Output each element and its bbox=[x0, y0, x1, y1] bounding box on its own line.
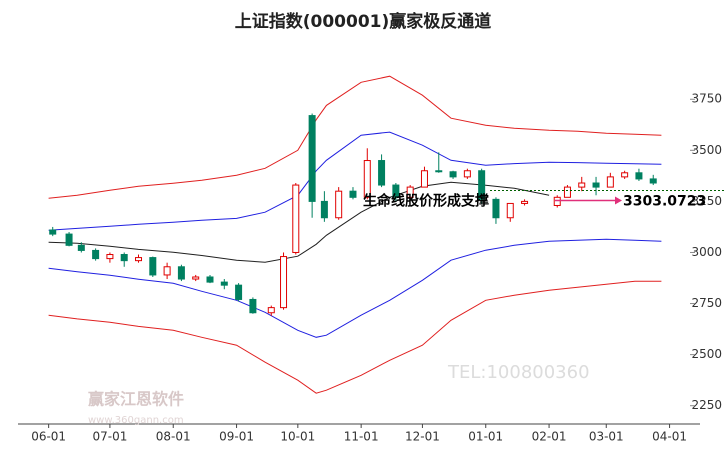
candle-body bbox=[621, 172, 629, 178]
candle-body bbox=[235, 284, 243, 300]
candle-body bbox=[363, 160, 371, 198]
candle-body bbox=[435, 170, 443, 173]
y-tick-label: 3250 bbox=[691, 194, 722, 208]
x-tick-label: 10-01 bbox=[280, 430, 315, 444]
x-tick-label: 01-01 bbox=[468, 430, 503, 444]
candle-body bbox=[463, 170, 471, 178]
candle-body bbox=[506, 202, 514, 219]
y-tick-label: 3500 bbox=[691, 143, 722, 157]
candle-body bbox=[308, 115, 316, 202]
candle-body bbox=[267, 307, 275, 314]
candle-body bbox=[478, 170, 486, 200]
y-tick-label: 2750 bbox=[691, 296, 722, 310]
candle-body bbox=[521, 200, 529, 204]
candle-body bbox=[578, 182, 586, 188]
candle-body bbox=[378, 160, 386, 186]
candle-body bbox=[65, 233, 73, 246]
candle-body bbox=[192, 276, 200, 280]
candle-body bbox=[392, 184, 400, 198]
x-tick-label: 12-01 bbox=[405, 430, 440, 444]
support-label: 3303.0723 bbox=[623, 194, 706, 210]
candle-body bbox=[149, 257, 157, 276]
x-tick-label: 08-01 bbox=[156, 430, 191, 444]
candle-body bbox=[163, 266, 171, 276]
candle-body bbox=[420, 170, 428, 188]
channel-line bbox=[48, 181, 550, 263]
candle-body bbox=[649, 178, 657, 184]
x-tick-label: 09-01 bbox=[219, 430, 254, 444]
candle-body bbox=[177, 266, 185, 280]
y-tick-label: 2500 bbox=[691, 347, 722, 361]
candle-body bbox=[106, 254, 114, 260]
x-tick-label: 11-01 bbox=[344, 430, 379, 444]
annotation: 生命线股价形成支撑 bbox=[363, 193, 489, 210]
candle-body bbox=[335, 190, 343, 219]
candle-body bbox=[406, 186, 414, 198]
candle-body bbox=[249, 298, 257, 314]
candle-body bbox=[92, 249, 100, 260]
candle-body bbox=[206, 276, 214, 283]
watermark: 赢家江恩软件 bbox=[88, 390, 184, 409]
candle-body bbox=[280, 256, 288, 309]
x-tick-label: 07-01 bbox=[92, 430, 127, 444]
channel-line bbox=[48, 75, 662, 199]
candle-body bbox=[220, 281, 228, 286]
candle-body bbox=[635, 172, 643, 180]
channel-line bbox=[48, 238, 662, 338]
x-tick-label: 02-01 bbox=[532, 430, 567, 444]
channel-line bbox=[48, 280, 662, 394]
candle-body bbox=[592, 182, 600, 188]
candle-body bbox=[120, 254, 128, 262]
candle-body bbox=[349, 190, 357, 198]
candle-body bbox=[49, 229, 57, 235]
x-tick-label: 06-01 bbox=[31, 430, 66, 444]
y-tick-label: 3000 bbox=[691, 245, 722, 259]
watermark: www.360gann.com bbox=[88, 415, 184, 426]
watermark: TEL:100800360 bbox=[447, 362, 590, 383]
chart-title: 上证指数(000001)赢家极反通道 bbox=[235, 11, 492, 32]
y-tick-label: 2250 bbox=[691, 398, 722, 412]
arrow-head bbox=[615, 196, 622, 205]
channel-line bbox=[48, 131, 662, 231]
candle-body bbox=[292, 184, 300, 253]
candle-body bbox=[320, 200, 328, 219]
candle-body bbox=[449, 171, 457, 178]
candle-body bbox=[553, 196, 561, 206]
candle-body bbox=[135, 257, 143, 262]
y-tick-label: 3750 bbox=[691, 92, 722, 106]
candle-body bbox=[563, 186, 571, 198]
candle-body bbox=[492, 198, 500, 219]
x-tick-label: 04-01 bbox=[652, 430, 687, 444]
candle-body bbox=[606, 176, 614, 188]
candle-body bbox=[77, 244, 85, 251]
x-tick-label: 03-01 bbox=[589, 430, 624, 444]
